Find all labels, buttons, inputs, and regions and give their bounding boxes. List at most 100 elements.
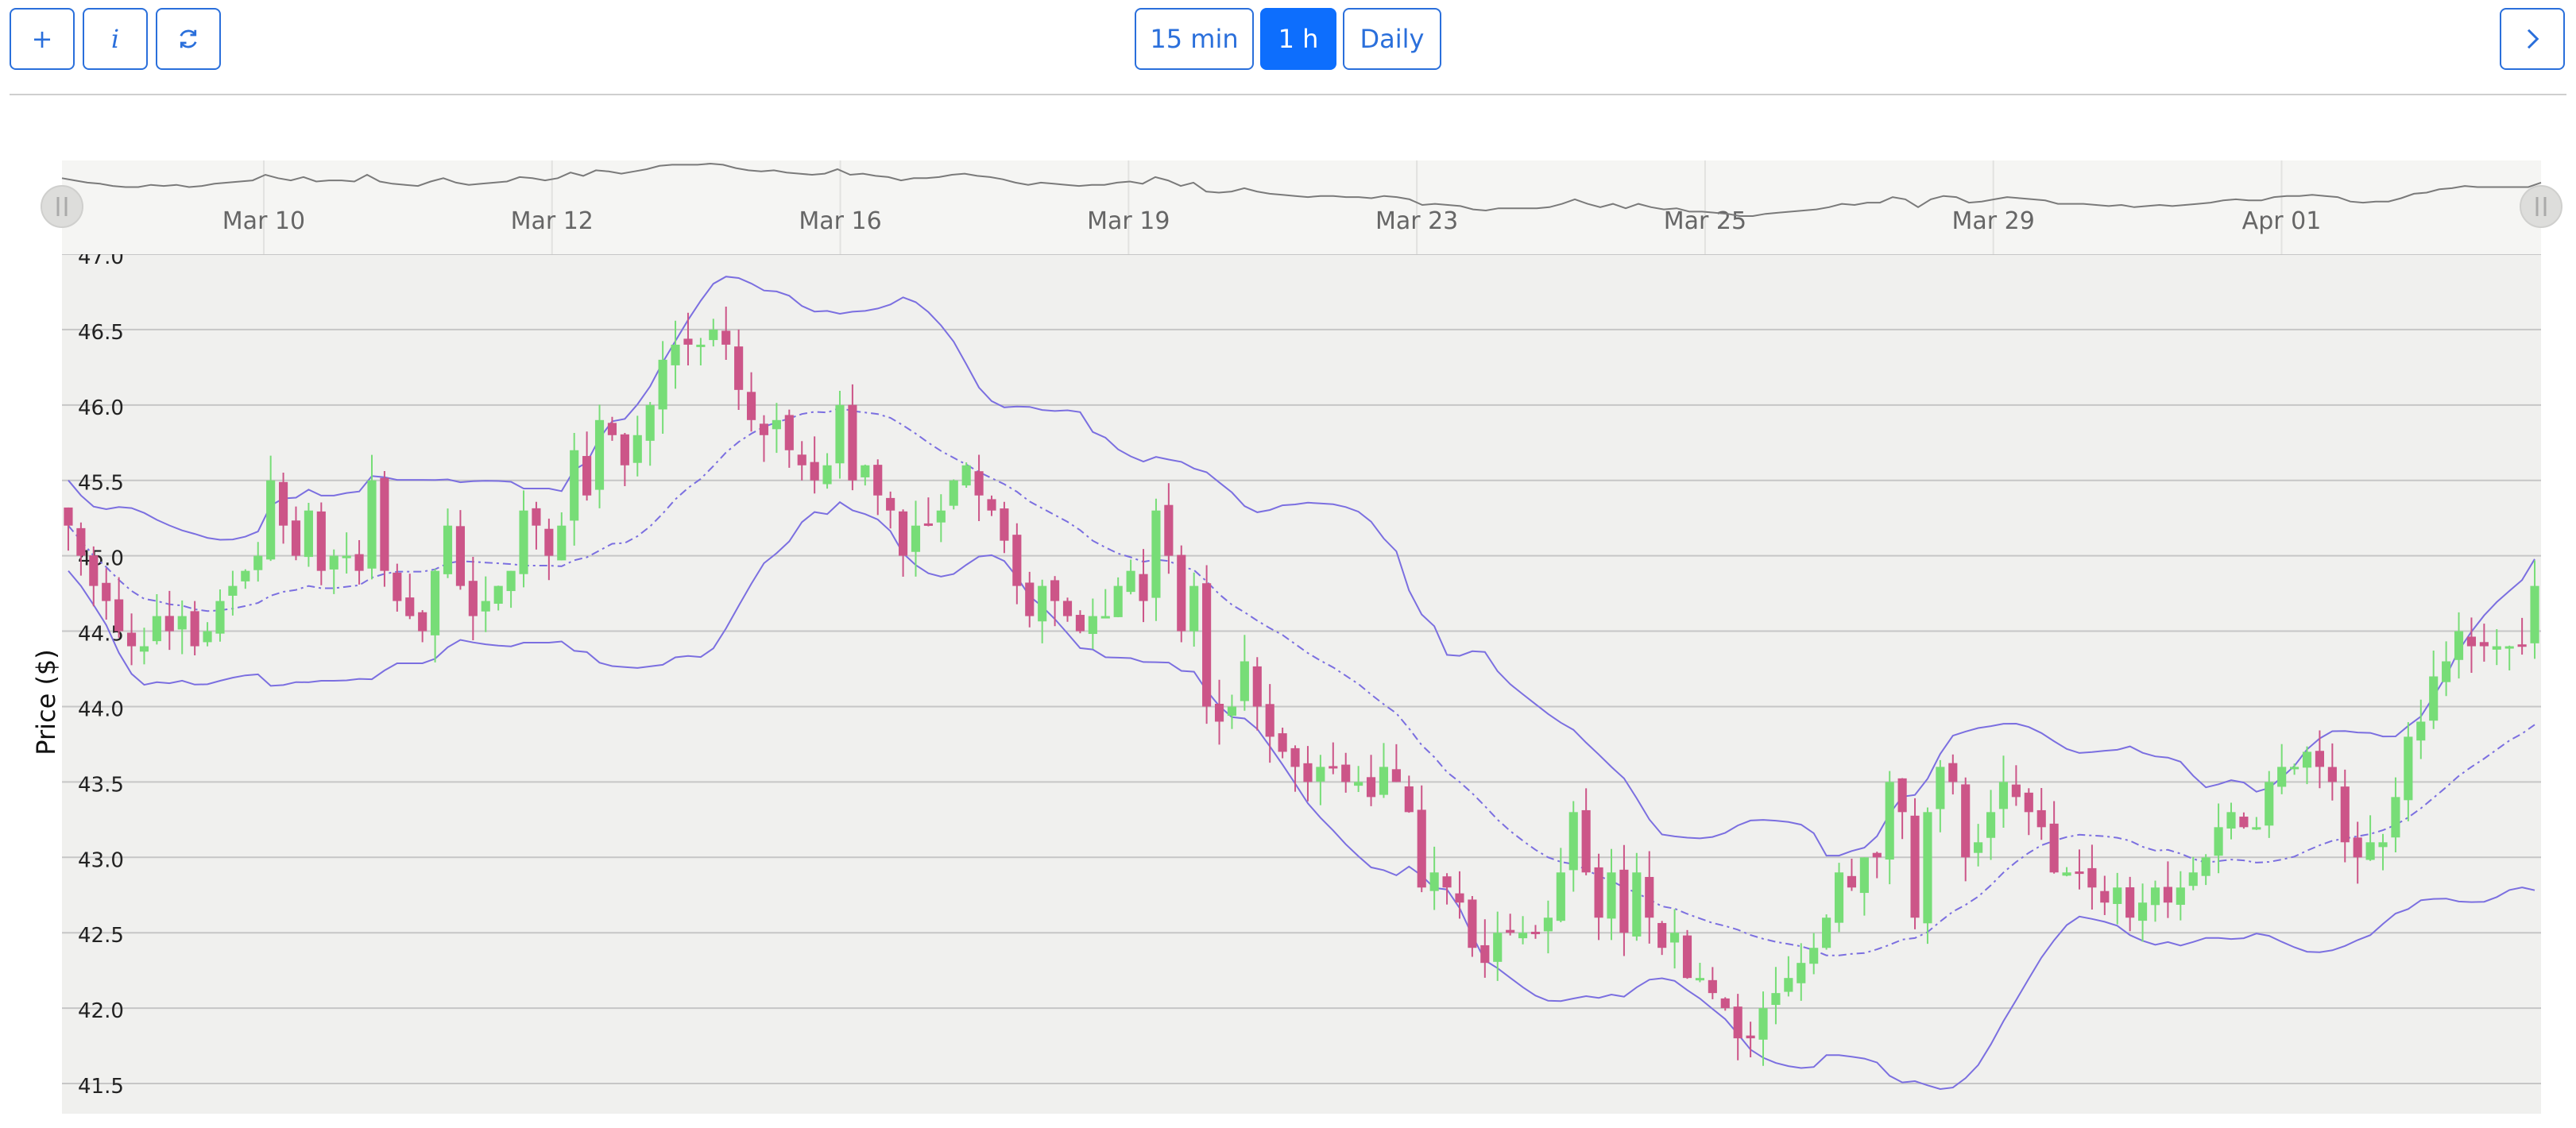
candle [1404,775,1414,813]
candle-body [1847,875,1857,888]
candle [1050,576,1060,627]
candle [2442,641,2451,697]
candle-body [923,523,933,526]
candle [139,628,149,665]
candle [1619,844,1629,956]
candle-body [822,465,832,485]
candle [1859,857,1869,916]
candle [1088,598,1097,650]
candle-body [2290,767,2299,770]
candle-body [114,599,124,632]
candlestick-chart[interactable]: 47.046.546.045.545.044.544.043.543.042.5… [0,254,2576,1128]
candle-body [481,601,490,612]
candle [1961,777,1971,882]
candle-body [1214,703,1224,722]
candle [431,568,440,663]
candle-body [1632,872,1642,937]
candle-body [2201,857,2210,876]
candle [1278,728,1287,759]
candle [961,462,971,489]
candle-body [1126,570,1135,593]
candle-body [709,329,718,341]
candle-body [582,456,592,496]
refresh-button[interactable] [156,8,221,70]
candle-body [329,555,338,570]
candle [1265,684,1274,763]
candle [164,590,174,651]
candle-body [1859,857,1869,894]
candle [1506,914,1515,936]
candle [228,570,238,616]
candle [1720,997,1730,1011]
candle [2087,844,2097,910]
candle [1530,925,1541,939]
candle [2365,815,2375,861]
navigator-date-label: Mar 16 [799,207,881,235]
candle-body [2391,797,2400,838]
candle-body [468,581,478,616]
candle [1708,967,1717,999]
candle [2265,771,2274,838]
candle [1252,657,1262,731]
candle [974,454,984,522]
zoom-in-button[interactable]: + [10,8,75,70]
candles [64,307,2539,1066]
navigator-series-line [61,162,2542,217]
candle [1670,909,1680,969]
navigator-handle-left[interactable] [41,185,83,228]
candle-body [164,616,174,632]
candle-body [2340,786,2350,843]
interval-1h-button[interactable]: 1 h [1260,8,1336,70]
candle [493,585,503,611]
candle-body [228,585,238,596]
refresh-icon [180,29,197,48]
candle [1139,549,1148,623]
candle [102,568,111,620]
candle-body [2378,842,2388,848]
candle [316,502,326,585]
candle [2011,765,2021,806]
candle [696,338,706,365]
candle [2113,872,2122,925]
candle [405,574,415,620]
candle-body [1391,769,1401,782]
candle [1025,571,1035,628]
navigator[interactable]: Mar 10 Mar 12 Mar 16 Mar 19 Mar 23 Mar 25 Mar … [0,157,2576,256]
candle [304,503,313,567]
candle-body [64,507,73,526]
navigator-date-label: Mar 10 [222,207,305,235]
candle-body [1038,585,1047,622]
candle-body [1113,585,1123,617]
candle [822,453,832,489]
candle [1480,919,1490,978]
candle-body [1822,917,1831,948]
candle-body [1518,933,1528,939]
candle [1695,963,1704,983]
candle [1607,848,1616,941]
y-axis-title: Price ($) [31,649,61,755]
navigator-date-label: Mar 19 [1087,207,1170,235]
candle-body [1354,782,1363,786]
candle [1442,873,1452,905]
next-button[interactable] [2500,8,2565,70]
candle [2429,651,2439,729]
candle-body [126,632,137,647]
candle-body [367,480,377,569]
candle-body [772,419,781,430]
candle [1834,863,1844,933]
info-button[interactable]: i [83,8,148,70]
candle [2024,788,2033,836]
interval-15min-button[interactable]: 15 min [1135,8,1254,70]
navigator-date-label: Mar 23 [1375,207,1458,235]
candle [683,312,693,366]
navigator-handle-right[interactable] [2520,185,2562,228]
candle-body [1164,504,1174,556]
candle [594,404,605,508]
candle [2454,612,2464,679]
candle [2340,769,2350,863]
candle [582,431,592,501]
candle-body [1088,616,1097,635]
interval-daily-button[interactable]: Daily [1343,8,1441,70]
candle-body [2138,902,2148,921]
candle [481,576,490,632]
